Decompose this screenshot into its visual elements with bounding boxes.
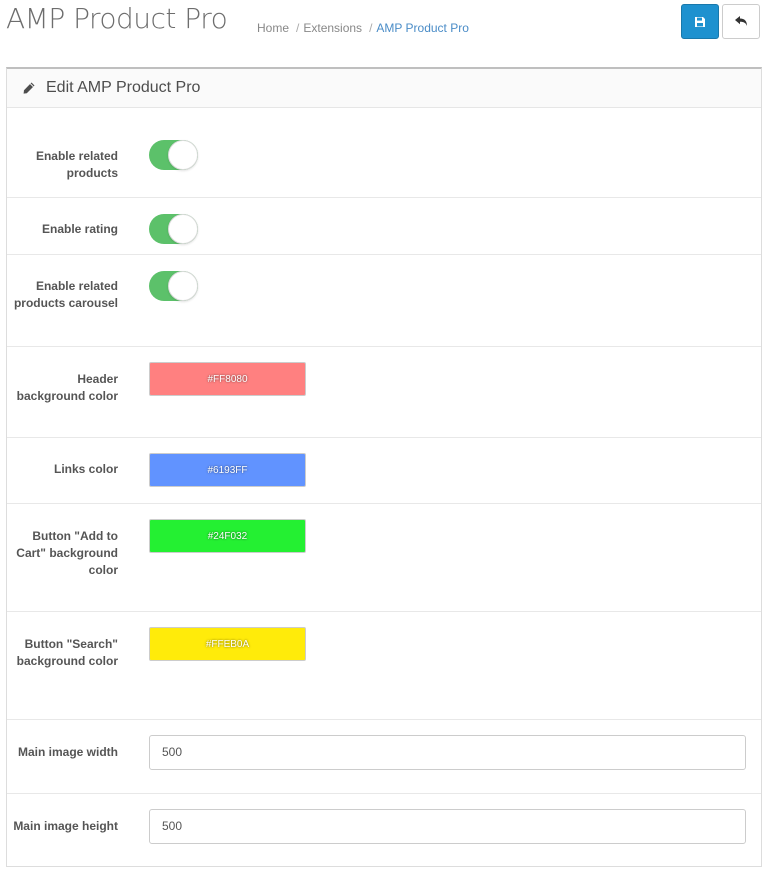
form-row-header-bg: Header background color #FF8080: [7, 346, 761, 437]
breadcrumb-current[interactable]: AMP Product Pro: [376, 21, 469, 35]
search-bg-color-picker[interactable]: #FFEB0A: [149, 627, 306, 661]
toggle-knob: [168, 271, 198, 301]
floppy-disk-icon: [695, 16, 705, 27]
form-row-main-width: Main image width 500: [7, 719, 761, 793]
form-row-main-height: Main image height 500: [7, 793, 761, 869]
breadcrumb-separator: /: [296, 21, 300, 35]
main-height-input[interactable]: 500: [149, 809, 746, 844]
toggle-knob: [168, 214, 198, 244]
breadcrumb-home[interactable]: Home: [257, 21, 290, 35]
main-width-input[interactable]: 500: [149, 735, 746, 770]
search-bg-label: Button "Search" background color: [16, 637, 118, 668]
form-row-links-color: Links color #6193FF: [7, 437, 761, 503]
form-row-enable-carousel: Enable related products carousel: [7, 254, 761, 346]
enable-carousel-label: Enable related products carousel: [13, 279, 118, 310]
cart-bg-label: Button "Add to Cart" background color: [16, 529, 118, 577]
enable-carousel-toggle[interactable]: [149, 271, 198, 301]
enable-rating-label: Enable rating: [41, 222, 118, 236]
enable-rating-toggle[interactable]: [149, 214, 198, 244]
save-button[interactable]: [681, 4, 719, 39]
back-button[interactable]: [722, 4, 760, 39]
panel-title: Edit AMP Product Pro: [46, 79, 201, 96]
reply-arrow-icon: [735, 16, 747, 26]
form-row-enable-related: Enable related products: [7, 108, 761, 197]
form-row-enable-rating: Enable rating: [7, 197, 761, 254]
panel-heading: Edit AMP Product Pro: [7, 69, 761, 108]
page-title: AMP Product Pro: [6, 2, 228, 35]
breadcrumb: Home / Extensions / AMP Product Pro: [257, 21, 469, 35]
enable-related-toggle[interactable]: [149, 140, 198, 170]
cart-bg-color-picker[interactable]: #24F032: [149, 519, 306, 553]
header-bg-color-picker[interactable]: #FF8080: [149, 362, 306, 396]
header-bg-label: Header background color: [16, 372, 118, 403]
enable-related-label: Enable related products: [35, 149, 118, 180]
form-row-cart-bg: Button "Add to Cart" background color #2…: [7, 503, 761, 611]
breadcrumb-separator: /: [369, 21, 373, 35]
pencil-icon: [23, 82, 35, 94]
page-header: AMP Product Pro Home / Extensions / AMP Prod…: [0, 0, 775, 60]
breadcrumb-extensions[interactable]: Extensions: [303, 21, 363, 35]
main-height-label: Main image height: [13, 819, 118, 833]
toggle-knob: [168, 140, 198, 170]
form-row-search-bg: Button "Search" background color #FFEB0A: [7, 611, 761, 719]
edit-panel: Edit AMP Product Pro Enable related prod…: [6, 67, 762, 867]
links-color-picker[interactable]: #6193FF: [149, 453, 306, 487]
links-color-label: Links color: [53, 462, 118, 476]
main-width-label: Main image width: [17, 745, 118, 759]
